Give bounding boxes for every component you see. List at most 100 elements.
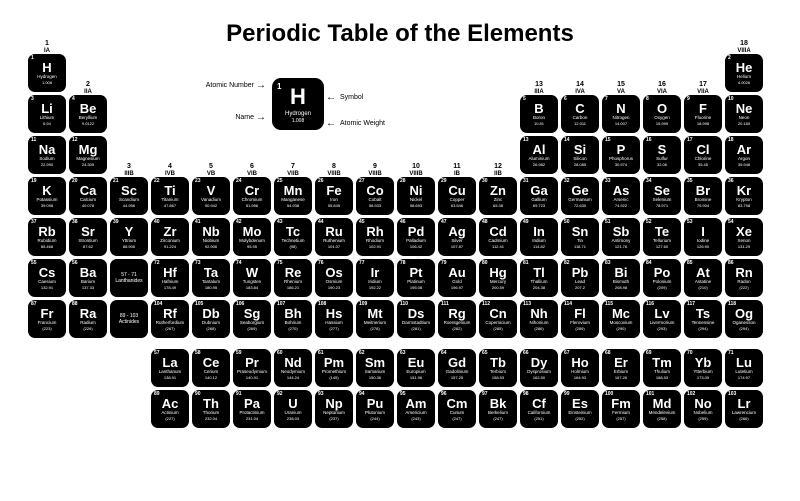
element-ce: 58CeCerium140.12 — [192, 349, 230, 387]
legend-label-weight: Atomic Weight — [340, 120, 385, 127]
element-lr: 103LrLawrencium(266) — [725, 390, 763, 428]
element-f: 9FFluorine18.998 — [684, 95, 722, 133]
element-fr: 87FrFrancium(223) — [28, 300, 66, 338]
element-cl: 17ClChlorine35.45 — [684, 136, 722, 174]
element-te: 52TeTellurium127.60 — [643, 218, 681, 256]
legend-sample-weight: 1.008 — [292, 118, 305, 124]
element-sn: 50SnTin118.71 — [561, 218, 599, 256]
element-ga: 31GaGallium69.723 — [520, 177, 558, 215]
element-zr: 40ZrZirconium91.224 — [151, 218, 189, 256]
element-cd: 48CdCadmium112.41 — [479, 218, 517, 256]
element-li: 3LiLithium6.94 — [28, 95, 66, 133]
element-as: 33AsArsenic74.922 — [602, 177, 640, 215]
element-cf: 98CfCalifornium(251) — [520, 390, 558, 428]
element-pa: 91PaProtactinium231.04 — [233, 390, 271, 428]
element-lv: 116LvLivermorium(293) — [643, 300, 681, 338]
element-sr: 38SrStrontium87.62 — [69, 218, 107, 256]
element-ho: 67HoHolmium164.93 — [561, 349, 599, 387]
element-ti: 22TiTitanium47.867 — [151, 177, 189, 215]
element-y: 39YYttrium88.906 — [110, 218, 148, 256]
periodic-table-grid: 1 H Hydrogen 1.008 Atomic Number → Name … — [28, 54, 772, 364]
element-yb: 70YbYtterbium173.05 — [684, 349, 722, 387]
element-ir: 77IrIridium192.22 — [356, 259, 394, 297]
element-p: 15PPhosphorus30.974 — [602, 136, 640, 174]
element-tm: 69TmThulium168.93 — [643, 349, 681, 387]
element-fe: 26FeIron55.845 — [315, 177, 353, 215]
element-nd: 60NdNeodymium144.24 — [274, 349, 312, 387]
element-gd: 64GdGadolinium157.25 — [438, 349, 476, 387]
element-at: 85AtAstatine(210) — [684, 259, 722, 297]
element-tc: 43TcTechnetium(98) — [274, 218, 312, 256]
element-b: 5BBoron10.81 — [520, 95, 558, 133]
element-sc: 21ScScandium44.956 — [110, 177, 148, 215]
element-na: 11NaSodium22.990 — [28, 136, 66, 174]
element-cs: 55CsCaesium132.91 — [28, 259, 66, 297]
element-rb: 37RbRubidium85.468 — [28, 218, 66, 256]
element-am: 95AmAmericium(243) — [397, 390, 435, 428]
element-la: 57LaLanthanum138.91 — [151, 349, 189, 387]
element-pd: 46PdPalladium106.42 — [397, 218, 435, 256]
element-rg: 111RgRoentgenium(282) — [438, 300, 476, 338]
legend-sample-symbol: H — [290, 84, 306, 110]
element-ts: 117TsTennessine(294) — [684, 300, 722, 338]
legend-label-name: Name — [194, 114, 254, 121]
element-o: 8OOxygen15.999 — [643, 95, 681, 133]
element-ca: 20CaCalcium40.078 — [69, 177, 107, 215]
element-mn: 25MnManganese54.938 — [274, 177, 312, 215]
element-os: 76OsOsmium190.23 — [315, 259, 353, 297]
element-rf: 104RfRutherfordium(267) — [151, 300, 189, 338]
element-cr: 24CrChromium51.996 — [233, 177, 271, 215]
element-ni: 28NiNickel58.693 — [397, 177, 435, 215]
element-cm: 96CmCurium(247) — [438, 390, 476, 428]
element-ta: 73TaTantalum180.95 — [192, 259, 230, 297]
element-co: 27CoCobalt58.933 — [356, 177, 394, 215]
element-i: 53IIodine126.90 — [684, 218, 722, 256]
periodic-table-container: Periodic Table of the Elements 1 H Hydro… — [0, 0, 800, 384]
element-si: 14SiSilicon28.085 — [561, 136, 599, 174]
element-u: 92UUranium238.03 — [274, 390, 312, 428]
element-tb: 65TbTerbium158.93 — [479, 349, 517, 387]
element-pb: 82PbLead207.2 — [561, 259, 599, 297]
element-ne: 10NeNeon20.180 — [725, 95, 763, 133]
element-n: 7NNitrogen14.007 — [602, 95, 640, 133]
element-mc: 115McMoscovium(290) — [602, 300, 640, 338]
element-mg: 12MgMagnesium24.305 — [69, 136, 107, 174]
element-pr: 59PrPraseodymium140.91 — [233, 349, 271, 387]
element-np: 93NpNeptunium(237) — [315, 390, 353, 428]
legend-sample-name: Hydrogen — [285, 111, 311, 117]
element-ar: 18ArArgon39.948 — [725, 136, 763, 174]
placeholder-6: 57 - 71 Lanthanides — [110, 259, 148, 297]
element-es: 99EsEinsteinium(252) — [561, 390, 599, 428]
element-sm: 62SmSamarium150.36 — [356, 349, 394, 387]
element-v: 23VVanadium50.942 — [192, 177, 230, 215]
element-bk: 97BkBerkelium(247) — [479, 390, 517, 428]
element-hg: 80HgMercury200.59 — [479, 259, 517, 297]
arrow-icon: ← — [326, 92, 336, 103]
table-wrap: 1 H Hydrogen 1.008 Atomic Number → Name … — [28, 54, 772, 364]
element-fm: 100FmFermium(257) — [602, 390, 640, 428]
element-ge: 32GeGermanium72.630 — [561, 177, 599, 215]
element-mo: 42MoMolybdenum95.95 — [233, 218, 271, 256]
element-pt: 78PtPlatinum195.08 — [397, 259, 435, 297]
element-cn: 112CnCopernicium(285) — [479, 300, 517, 338]
element-og: 118OgOganesson(294) — [725, 300, 763, 338]
element-br: 35BrBromine79.904 — [684, 177, 722, 215]
legend-sample-number: 1 — [277, 82, 281, 91]
element-md: 101MdMendelevium(258) — [643, 390, 681, 428]
element-sb: 51SbAntimony121.76 — [602, 218, 640, 256]
element-c: 6CCarbon12.011 — [561, 95, 599, 133]
element-ac: 89AcActinium(227) — [151, 390, 189, 428]
element-pm: 61PmPromethium(145) — [315, 349, 353, 387]
legend-label-atomic-number: Atomic Number — [194, 82, 254, 89]
element-er: 68ErErbium167.26 — [602, 349, 640, 387]
legend-label-symbol: Symbol — [340, 94, 363, 101]
element-po: 84PoPolonium(209) — [643, 259, 681, 297]
legend: 1 H Hydrogen 1.008 Atomic Number → Name … — [194, 78, 404, 138]
element-in: 49InIndium114.82 — [520, 218, 558, 256]
element-xe: 54XeXenon131.29 — [725, 218, 763, 256]
element-s: 16SSulfur32.06 — [643, 136, 681, 174]
element-al: 13AlAluminium26.982 — [520, 136, 558, 174]
element-pu: 94PuPlutonium(244) — [356, 390, 394, 428]
element-lu: 71LuLutetium174.97 — [725, 349, 763, 387]
element-eu: 63EuEuropium151.96 — [397, 349, 435, 387]
